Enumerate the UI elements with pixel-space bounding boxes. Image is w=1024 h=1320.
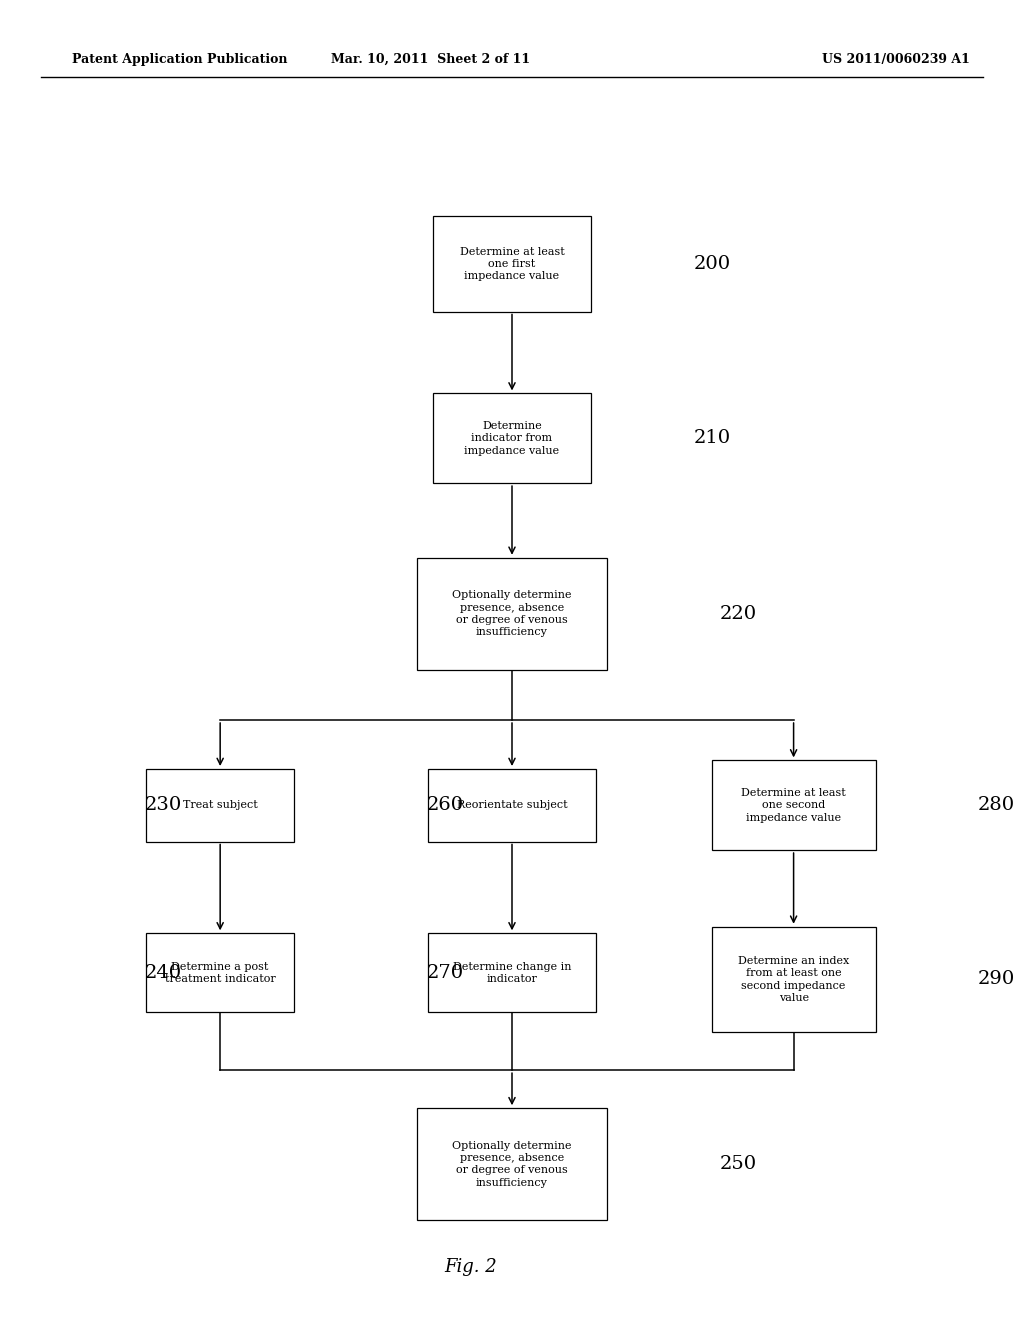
FancyBboxPatch shape (432, 393, 592, 483)
Text: 210: 210 (694, 429, 731, 447)
Text: 240: 240 (144, 964, 182, 982)
Text: Optionally determine
presence, absence
or degree of venous
insufficiency: Optionally determine presence, absence o… (453, 1140, 571, 1188)
FancyBboxPatch shape (418, 557, 606, 671)
Text: 250: 250 (719, 1155, 757, 1173)
FancyBboxPatch shape (432, 216, 592, 312)
Text: US 2011/0060239 A1: US 2011/0060239 A1 (822, 53, 970, 66)
Text: 260: 260 (426, 796, 463, 814)
Text: Determine a post
treatment indicator: Determine a post treatment indicator (165, 962, 275, 983)
Text: 290: 290 (978, 970, 1015, 989)
Text: Treat subject: Treat subject (183, 800, 257, 810)
Text: Determine at least
one first
impedance value: Determine at least one first impedance v… (460, 247, 564, 281)
Text: Reorientate subject: Reorientate subject (457, 800, 567, 810)
Text: Determine
indicator from
impedance value: Determine indicator from impedance value (465, 421, 559, 455)
Text: Optionally determine
presence, absence
or degree of venous
insufficiency: Optionally determine presence, absence o… (453, 590, 571, 638)
FancyBboxPatch shape (712, 760, 876, 850)
Text: 200: 200 (694, 255, 731, 273)
Text: 220: 220 (719, 605, 757, 623)
FancyBboxPatch shape (146, 768, 295, 842)
Text: Mar. 10, 2011  Sheet 2 of 11: Mar. 10, 2011 Sheet 2 of 11 (331, 53, 529, 66)
Text: Determine at least
one second
impedance value: Determine at least one second impedance … (741, 788, 846, 822)
FancyBboxPatch shape (712, 927, 876, 1032)
FancyBboxPatch shape (428, 933, 596, 1012)
FancyBboxPatch shape (418, 1109, 606, 1220)
FancyBboxPatch shape (428, 768, 596, 842)
Text: Fig. 2: Fig. 2 (444, 1258, 498, 1276)
Text: Determine an index
from at least one
second impedance
value: Determine an index from at least one sec… (738, 956, 849, 1003)
Text: 270: 270 (426, 964, 463, 982)
FancyBboxPatch shape (146, 933, 295, 1012)
Text: Determine change in
indicator: Determine change in indicator (453, 962, 571, 983)
Text: 280: 280 (978, 796, 1015, 814)
Text: 230: 230 (144, 796, 182, 814)
Text: Patent Application Publication: Patent Application Publication (72, 53, 287, 66)
